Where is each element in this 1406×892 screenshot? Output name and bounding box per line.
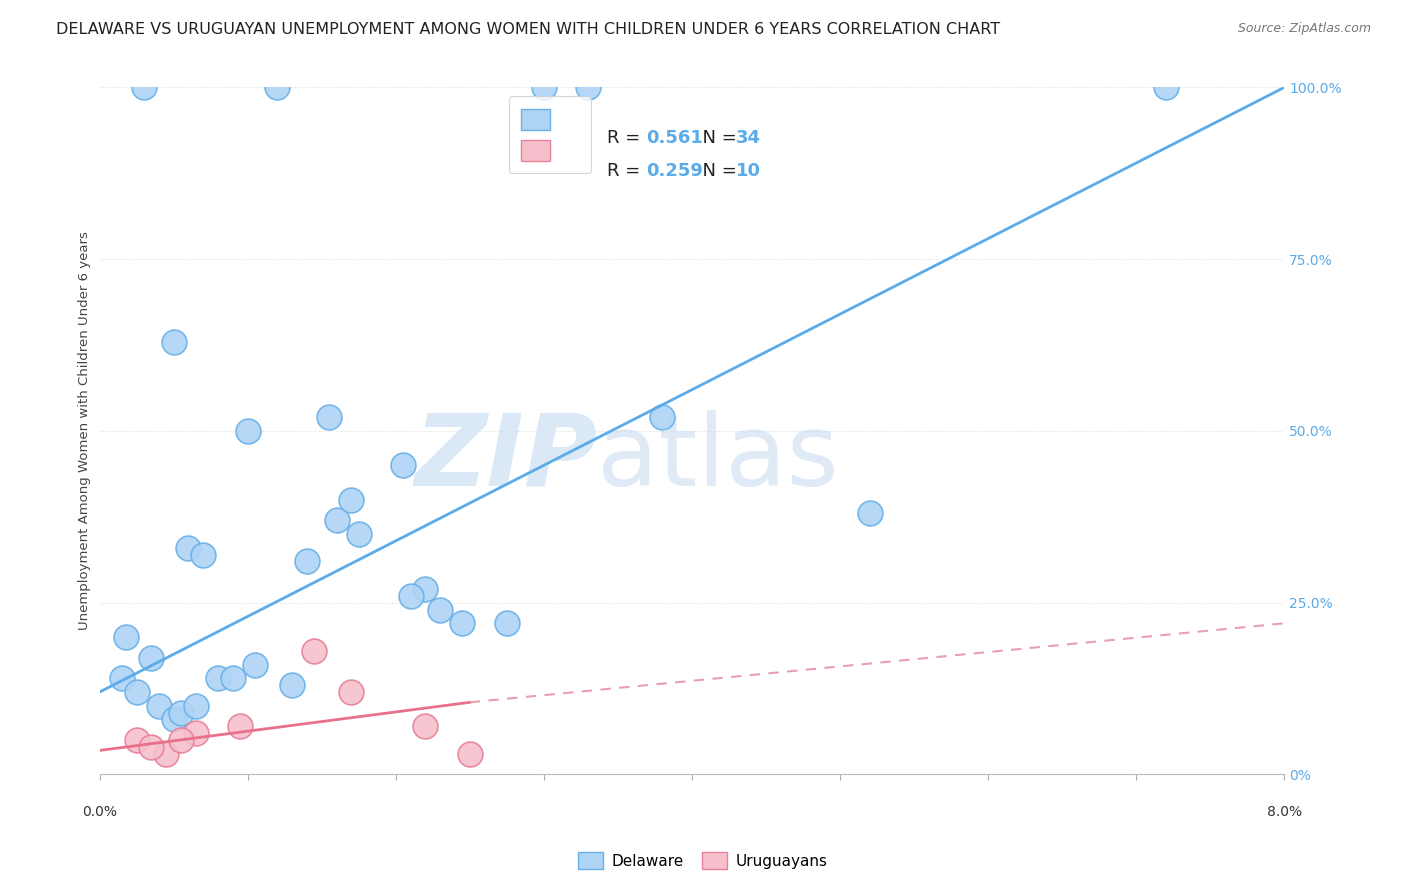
Text: ZIP: ZIP xyxy=(415,410,598,507)
Text: DELAWARE VS URUGUAYAN UNEMPLOYMENT AMONG WOMEN WITH CHILDREN UNDER 6 YEARS CORRE: DELAWARE VS URUGUAYAN UNEMPLOYMENT AMONG… xyxy=(56,22,1000,37)
Text: 0.259: 0.259 xyxy=(647,162,703,180)
Point xyxy=(236,424,259,438)
Point xyxy=(184,698,207,713)
Point xyxy=(229,719,252,733)
Point xyxy=(340,685,363,699)
Text: atlas: atlas xyxy=(598,410,839,507)
Text: 8.0%: 8.0% xyxy=(1267,805,1302,819)
Point xyxy=(170,733,193,747)
Point xyxy=(207,671,229,685)
Point xyxy=(170,706,193,720)
Point xyxy=(347,527,370,541)
Legend: Delaware, Uruguayans: Delaware, Uruguayans xyxy=(572,846,834,875)
Point xyxy=(392,458,415,473)
Point xyxy=(132,80,155,95)
Point xyxy=(576,80,599,95)
Point xyxy=(177,541,200,555)
Point xyxy=(859,507,882,521)
Text: N =: N = xyxy=(692,128,742,146)
Text: R =: R = xyxy=(607,128,645,146)
Text: 0.561: 0.561 xyxy=(647,128,703,146)
Point xyxy=(451,616,474,631)
Point xyxy=(495,616,517,631)
Text: 10: 10 xyxy=(737,162,761,180)
Point xyxy=(125,733,148,747)
Point xyxy=(163,713,186,727)
Text: 0.0%: 0.0% xyxy=(82,805,117,819)
Point xyxy=(399,589,422,603)
Point xyxy=(184,726,207,740)
Point xyxy=(111,671,134,685)
Point xyxy=(141,739,163,754)
Point xyxy=(318,410,340,425)
Point xyxy=(340,492,363,507)
Text: Source: ZipAtlas.com: Source: ZipAtlas.com xyxy=(1237,22,1371,36)
Point xyxy=(415,719,437,733)
Point xyxy=(125,685,148,699)
Text: 34: 34 xyxy=(737,128,761,146)
Point xyxy=(193,548,215,562)
Point xyxy=(1154,80,1177,95)
Point xyxy=(429,602,451,616)
Point xyxy=(141,650,163,665)
Point xyxy=(325,513,347,527)
Point xyxy=(295,554,318,568)
Point xyxy=(155,747,177,761)
Text: N =: N = xyxy=(692,162,742,180)
Y-axis label: Unemployment Among Women with Children Under 6 years: Unemployment Among Women with Children U… xyxy=(79,232,91,631)
Point xyxy=(222,671,245,685)
Point xyxy=(458,747,481,761)
Text: R =: R = xyxy=(607,162,645,180)
Point xyxy=(415,582,437,596)
Point xyxy=(266,80,288,95)
Point xyxy=(163,334,186,349)
Point xyxy=(651,410,673,425)
Point xyxy=(304,644,326,658)
Point xyxy=(281,678,304,692)
Point xyxy=(533,80,555,95)
Point xyxy=(148,698,170,713)
Legend:    ,    : , xyxy=(509,96,591,173)
Point xyxy=(243,657,266,672)
Point xyxy=(115,630,138,644)
